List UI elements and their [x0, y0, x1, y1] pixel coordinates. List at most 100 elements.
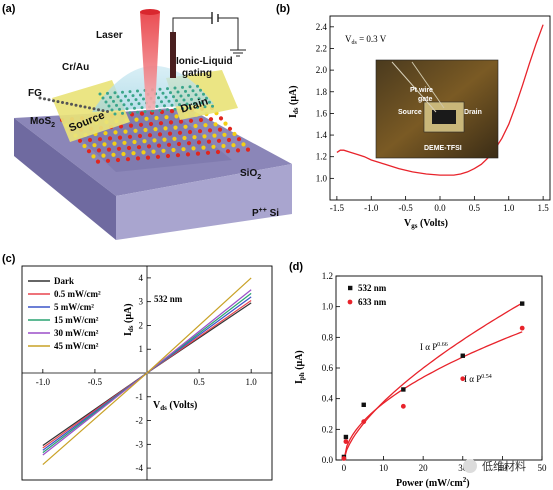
- mos2-atom: [123, 129, 128, 134]
- graphene-atom: [203, 105, 207, 109]
- graphene-atom: [173, 86, 177, 90]
- graphene-atom: [151, 109, 154, 113]
- graphene-atom: [164, 95, 168, 99]
- fg-edge-atom: [52, 99, 55, 103]
- graphene-atom: [143, 110, 147, 114]
- mos2-atom: [171, 147, 176, 153]
- graphene-atom: [133, 106, 136, 110]
- watermark: 低维材料: [463, 459, 526, 473]
- panel-d-point-633: [343, 439, 349, 444]
- panel-d-chart: (d) 0 10 20 30 40 50 0.0 0.2 0.4 0.6 0.8 1.0 1.2 532…: [289, 261, 547, 489]
- graphene-atom: [197, 97, 201, 101]
- fg-edge-atom: [38, 96, 42, 100]
- graphene-atom: [109, 95, 112, 99]
- mos2-atom: [133, 128, 138, 133]
- graphene-atom: [104, 100, 108, 104]
- graphene-atom: [128, 111, 132, 115]
- inset-probe-wire: [411, 61, 445, 109]
- fg-edge-atom: [101, 109, 105, 113]
- mos2-atom: [163, 126, 168, 131]
- graphene-atom: [181, 107, 184, 111]
- mos2-atom: [96, 148, 102, 153]
- mos2-atom: [245, 147, 251, 152]
- laser-aperture: [140, 9, 160, 15]
- mos2-atom: [186, 141, 192, 146]
- panel-d-y-tick-label: 0.4: [322, 394, 334, 404]
- mos2-atom: [147, 133, 153, 138]
- panel-d-data-points: [341, 301, 525, 461]
- panel-d-point-532: [519, 301, 525, 306]
- graphene-atom: [130, 102, 133, 106]
- mos2-atom: [198, 117, 204, 123]
- panel-c-y-tick-label: 1: [139, 344, 144, 354]
- graphene-atom: [208, 100, 211, 104]
- fg-edge-atom: [97, 108, 100, 112]
- graphene-atom: [166, 87, 169, 91]
- panel-c-legend-label: 5 mW/cm²: [54, 302, 94, 312]
- mos2-atom: [241, 142, 246, 147]
- mos2-atom: [82, 143, 87, 149]
- panel-b-y-tick-label: 1.6: [316, 108, 328, 118]
- panel-d-point-633: [400, 403, 406, 409]
- panel-c-legend-label: 15 mW/cm²: [54, 315, 99, 325]
- panel-d-x-tick-label: 50: [538, 463, 548, 473]
- panel-b-y-tick-label: 1.8: [316, 87, 328, 97]
- graphene-atom: [155, 104, 159, 108]
- graphene-atom: [205, 96, 208, 100]
- mos2-atom: [141, 150, 146, 155]
- fg-edge-atom: [74, 103, 78, 107]
- panel-c-y-tick-label: -4: [136, 463, 144, 473]
- mos2-atom: [167, 131, 173, 136]
- panel-c-series-line: [42, 372, 148, 456]
- mos2-atom: [138, 122, 144, 127]
- panel-d-power-law-fits: [343, 302, 523, 461]
- graphene-atom: [175, 99, 178, 103]
- mos2-atom: [195, 151, 201, 156]
- mos2-atom: [205, 150, 211, 155]
- panel-b-y-tick-label: 2.4: [316, 22, 328, 32]
- mos2-atom: [161, 148, 166, 153]
- panel-c-y-tick-label: 2: [139, 320, 144, 330]
- mos2-atom: [144, 116, 149, 121]
- mos2-atom: [208, 117, 214, 122]
- fg-edge-atom: [106, 110, 109, 113]
- mos2-atom: [134, 117, 139, 122]
- mos2-atom: [118, 124, 124, 129]
- panel-d-y-tick-label: 0.6: [322, 363, 334, 373]
- panel-b-x-tick-label: 0.0: [434, 203, 446, 213]
- substrate-front: [116, 164, 292, 240]
- graphene-atom: [194, 93, 198, 97]
- mos2-atom: [97, 137, 103, 142]
- panel-d-y-tick-label: 0.8: [322, 332, 334, 342]
- label-ionic-liquid: Ionic-Liquid: [176, 56, 233, 67]
- mos2-atom: [157, 132, 163, 137]
- panel-d-legend-label: 633 nm: [358, 297, 387, 307]
- panel-c-ticks: -1.0 -0.5 0.5 1.0 4 3 2 1 -1 -2 -3 -4: [36, 273, 258, 473]
- graphene-atom: [157, 96, 160, 100]
- mos2-atom: [105, 158, 111, 163]
- panel-b-ids-vgs-curve: [336, 24, 544, 176]
- panel-b-y-tick-label: 1.0: [316, 173, 328, 183]
- graphene-atom: [202, 92, 205, 96]
- mos2-atom: [187, 129, 193, 135]
- panel-c-legend-label: 0.5 mW/cm²: [54, 289, 101, 299]
- graphene-atom: [112, 99, 115, 103]
- graphene-atom: [188, 85, 192, 89]
- mos2-atom: [169, 109, 175, 114]
- inset-label-pt-wire: Pt wire: [410, 87, 433, 94]
- mos2-atom: [164, 115, 169, 120]
- panel-c-y-tick-label: -1: [136, 392, 144, 402]
- mos2-atom: [146, 144, 152, 149]
- mos2-atom: [174, 114, 179, 119]
- panel-d-point-532: [361, 402, 366, 407]
- mos2-atom: [215, 149, 221, 155]
- panel-d-x-tick-label: 30: [458, 463, 468, 473]
- mos2-atom: [191, 146, 196, 151]
- graphene-atom: [127, 98, 130, 102]
- mos2-atom: [211, 144, 216, 149]
- mos2-atom: [77, 138, 83, 143]
- graphene-atom: [134, 98, 138, 102]
- mos2-atom: [95, 159, 101, 164]
- graphene-atom: [185, 102, 189, 106]
- fg-edge-atom: [83, 105, 87, 109]
